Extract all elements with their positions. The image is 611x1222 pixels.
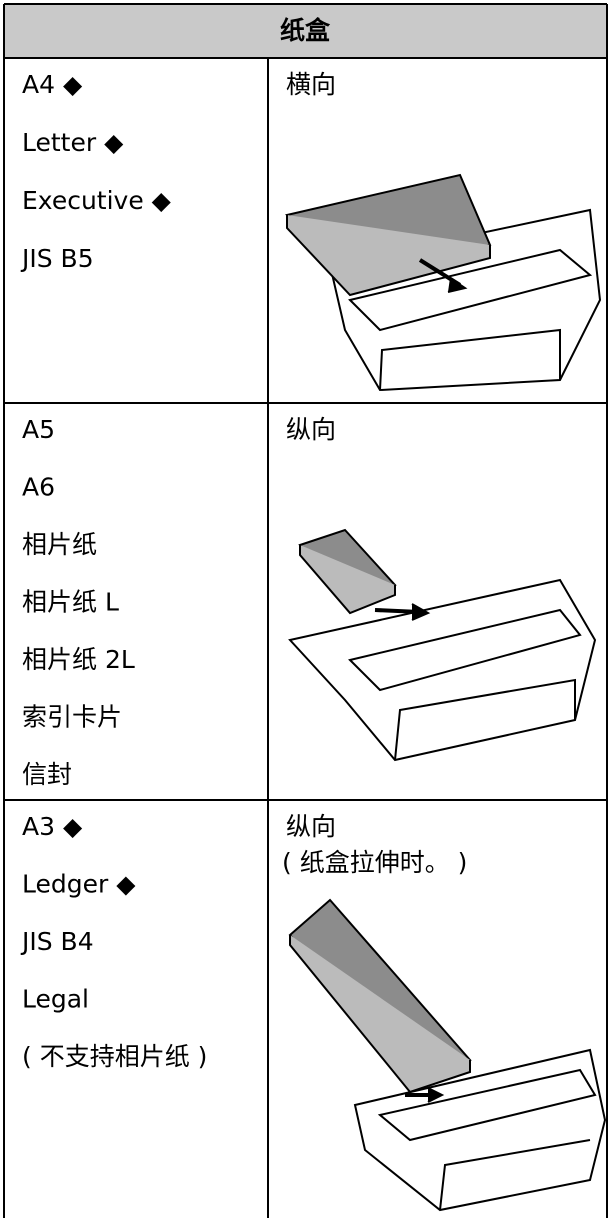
paper-size: JIS B5 (20, 244, 94, 273)
orientation: 横向 (286, 70, 336, 99)
paper-size: JIS B4 (20, 927, 94, 956)
paper-size: 信封 (22, 760, 72, 789)
paper-size: Legal (22, 985, 89, 1014)
paper-size: Executive ◆ (22, 186, 172, 215)
orientation: 纵向 (286, 415, 336, 444)
tray-illustration-portrait (288, 528, 597, 762)
paper-size: A3 ◆ (22, 812, 83, 841)
paper-size: A4 ◆ (22, 70, 83, 99)
paper-size: 索引卡片 (22, 703, 122, 732)
table-cells: A4 ◆ Letter ◆ Executive ◆ JIS B5 横向 A5 A6 相片纸相片… (20, 70, 467, 1071)
paper-size: A5 (22, 415, 55, 444)
orientation-note: ( 纸盒拉伸时。 ) (282, 848, 467, 877)
paper-size: A6 (22, 473, 55, 502)
table-rules (3, 3, 608, 1218)
tray-illustration-landscape (285, 173, 602, 392)
paper-size: 相片纸 2L (22, 645, 135, 674)
paper-size: 相片纸 (22, 530, 97, 559)
paper-size: 相片纸 L (22, 588, 119, 617)
tray-illustration-extended (288, 898, 607, 1212)
header-title: 纸盒 (280, 16, 331, 45)
orientation: 纵向 (286, 812, 336, 841)
header-bg (4, 4, 607, 58)
paper-size: Letter ◆ (22, 128, 124, 157)
paper-size: ( 不支持相片纸 ) (22, 1042, 207, 1071)
paper-size: Ledger ◆ (22, 870, 136, 899)
